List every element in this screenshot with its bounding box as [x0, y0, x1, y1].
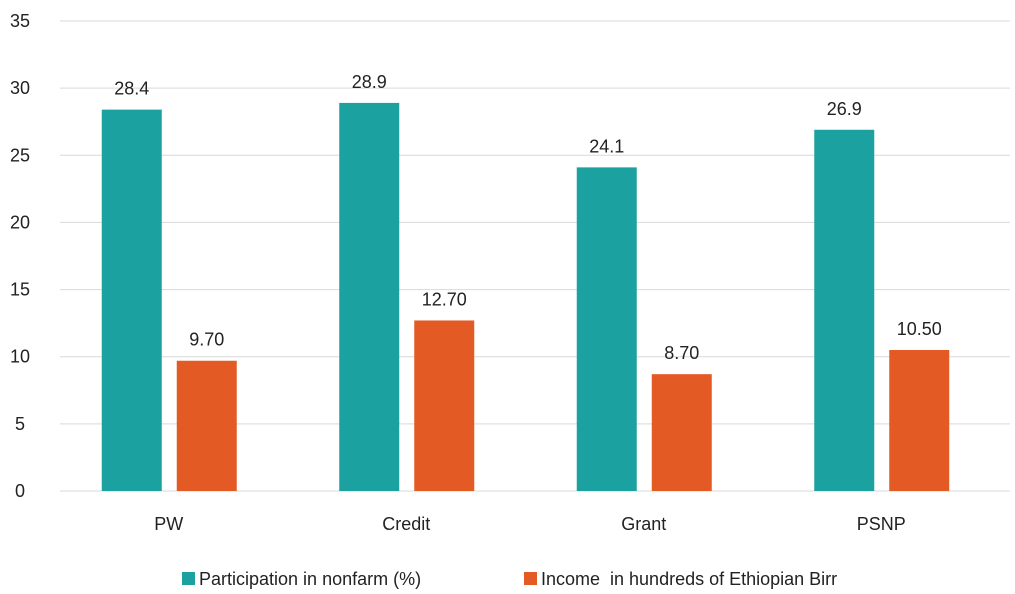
bar-participation-grant	[576, 167, 637, 491]
data-label: 10.50	[897, 319, 942, 339]
data-labels: 28.4 28.9 24.1 26.9 9.70 12.70 8.70 10.50	[114, 72, 942, 363]
legend-swatch-income	[524, 572, 537, 585]
y-tick-label: 20	[10, 212, 30, 232]
y-axis-ticks: 0 5 10 15 20 25 30 35	[10, 11, 30, 501]
y-tick-label: 25	[10, 145, 30, 165]
x-axis-categories: PW Credit Grant PSNP	[154, 514, 906, 534]
y-tick-label: 0	[15, 481, 25, 501]
data-label: 28.4	[114, 79, 149, 99]
legend-label-income: Income in hundreds of Ethiopian Birr	[541, 569, 837, 589]
bar-participation-pw	[101, 109, 162, 491]
x-category-label: Grant	[621, 514, 666, 534]
data-label: 28.9	[352, 72, 387, 92]
bar-income-grant	[651, 374, 712, 491]
bar-income-pw	[176, 360, 237, 491]
y-tick-label: 10	[10, 347, 30, 367]
y-tick-label: 15	[10, 280, 30, 300]
legend: Participation in nonfarm (%) Income in hu…	[182, 569, 837, 589]
legend-swatch-participation	[182, 572, 195, 585]
x-category-label: PW	[154, 514, 183, 534]
y-tick-label: 35	[10, 11, 30, 31]
data-label: 8.70	[664, 343, 699, 363]
data-label: 9.70	[189, 330, 224, 350]
bar-income-credit	[414, 320, 475, 491]
data-label: 24.1	[589, 136, 624, 156]
y-tick-label: 30	[10, 78, 30, 98]
x-category-label: Credit	[382, 514, 430, 534]
data-label: 12.70	[422, 289, 467, 309]
legend-label-participation: Participation in nonfarm (%)	[199, 569, 421, 589]
x-category-label: PSNP	[857, 514, 906, 534]
y-tick-label: 5	[15, 414, 25, 434]
data-label: 26.9	[827, 99, 862, 119]
bar-participation-psnp	[814, 129, 875, 491]
bar-income-psnp	[889, 350, 950, 491]
bar-participation-credit	[339, 102, 400, 492]
bars	[101, 102, 950, 492]
